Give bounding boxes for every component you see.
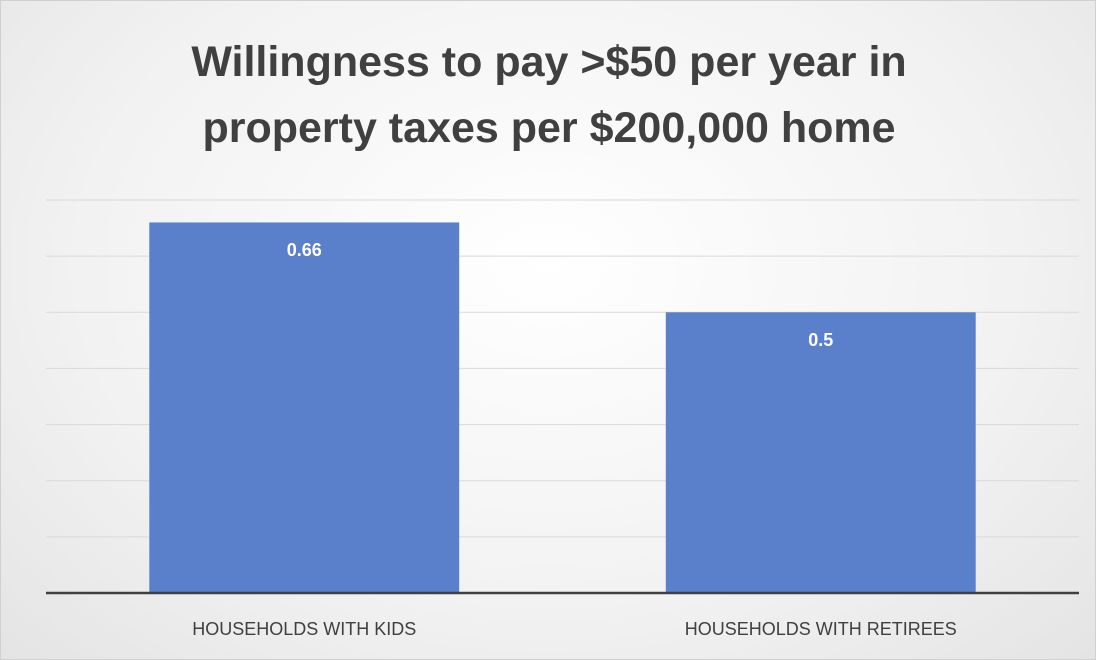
chart-title: Willingness to pay >$50 per year in prop… bbox=[191, 38, 907, 152]
data-label: 0.5 bbox=[808, 330, 833, 350]
data-label: 0.66 bbox=[287, 240, 322, 260]
x-tick-label: HOUSEHOLDS WITH RETIREES bbox=[685, 619, 957, 639]
bar bbox=[665, 312, 976, 593]
bar bbox=[149, 222, 460, 593]
x-tick-label: HOUSEHOLDS WITH KIDS bbox=[192, 619, 416, 639]
